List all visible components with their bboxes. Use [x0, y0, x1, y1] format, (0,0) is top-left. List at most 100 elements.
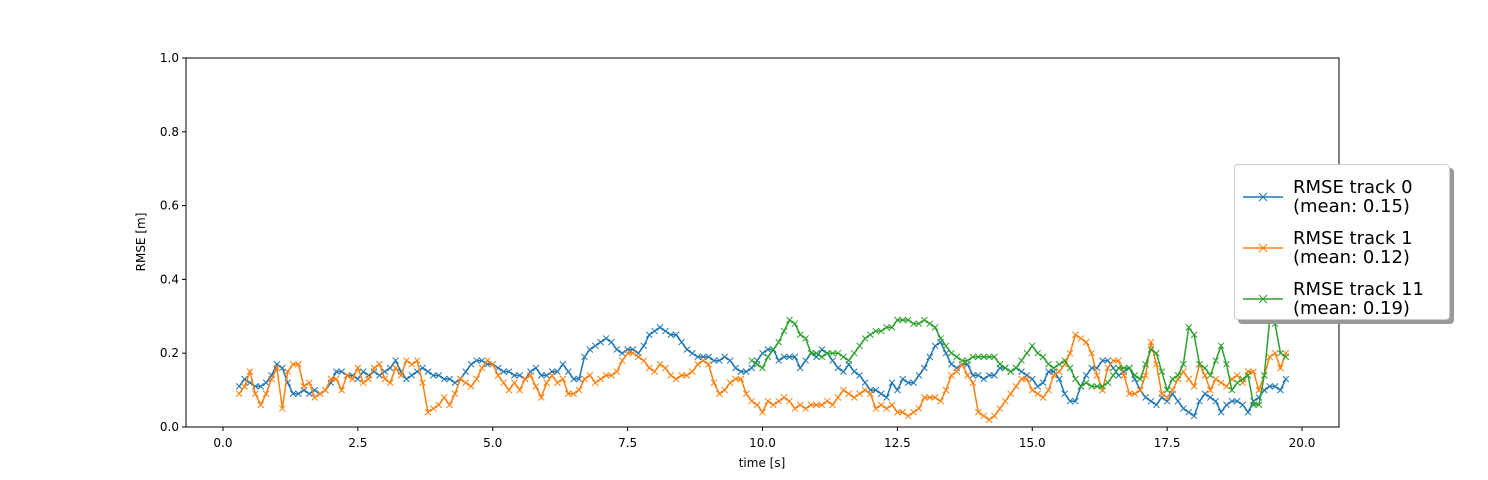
marker	[1066, 364, 1074, 372]
marker	[235, 390, 243, 398]
marker	[894, 386, 901, 394]
marker	[305, 390, 313, 398]
marker	[268, 375, 275, 383]
marker	[1153, 401, 1160, 409]
y-tick-label: 0.8	[160, 125, 179, 139]
marker	[947, 371, 955, 379]
marker	[705, 360, 712, 368]
marker	[1277, 364, 1284, 372]
marker	[246, 368, 254, 376]
marker	[753, 360, 761, 368]
x-axis-label: time [s]	[739, 456, 786, 470]
marker	[732, 364, 739, 372]
marker	[974, 371, 982, 379]
marker	[1169, 386, 1176, 394]
marker	[1045, 368, 1052, 376]
marker	[813, 349, 820, 357]
marker	[435, 401, 443, 409]
marker	[462, 379, 470, 387]
marker	[694, 360, 702, 368]
marker	[457, 375, 464, 383]
marker	[904, 379, 912, 387]
marker	[726, 379, 734, 387]
marker	[764, 397, 772, 405]
marker	[430, 371, 437, 379]
marker	[1153, 349, 1160, 357]
marker	[1250, 401, 1257, 409]
marker	[1179, 405, 1187, 412]
marker	[1271, 349, 1279, 357]
x-tick-label: 10.0	[749, 436, 776, 450]
marker	[1072, 397, 1079, 405]
legend-swatch	[1243, 294, 1283, 303]
marker	[1099, 357, 1106, 364]
marker	[332, 375, 340, 383]
marker	[683, 346, 691, 353]
marker	[861, 379, 869, 387]
marker	[796, 331, 804, 339]
marker	[969, 353, 977, 361]
marker	[769, 346, 777, 353]
legend-entry: RMSE track 0 (mean: 0.15)	[1243, 171, 1441, 222]
marker	[1088, 349, 1095, 357]
legend-swatch	[1243, 243, 1283, 252]
marker	[521, 375, 529, 383]
marker	[921, 394, 928, 401]
marker	[1072, 331, 1079, 339]
marker	[958, 357, 966, 364]
marker	[1034, 383, 1042, 390]
marker	[818, 353, 826, 361]
marker	[1126, 390, 1133, 398]
marker	[1018, 375, 1025, 383]
marker	[467, 383, 475, 390]
marker	[894, 408, 901, 416]
marker	[845, 390, 853, 398]
marker	[289, 390, 297, 398]
marker	[985, 416, 993, 423]
marker	[1190, 412, 1198, 420]
marker	[1169, 375, 1176, 383]
marker	[861, 335, 869, 342]
marker	[840, 386, 847, 394]
marker	[424, 408, 432, 416]
marker	[338, 386, 346, 394]
marker	[1239, 401, 1247, 409]
marker	[1196, 360, 1203, 368]
marker	[376, 371, 383, 379]
marker	[1136, 375, 1144, 383]
legend-entry: RMSE track 1 (mean: 0.12)	[1243, 222, 1441, 273]
marker	[359, 368, 367, 376]
marker	[867, 390, 874, 398]
marker	[872, 327, 880, 335]
marker	[1260, 371, 1268, 379]
marker	[1271, 383, 1279, 390]
marker	[586, 346, 594, 353]
marker	[1163, 386, 1171, 394]
marker	[494, 371, 502, 379]
marker	[1093, 383, 1101, 390]
marker	[850, 394, 858, 401]
marker	[672, 331, 680, 339]
marker	[278, 364, 286, 372]
marker	[262, 379, 270, 387]
marker	[710, 379, 718, 387]
marker	[451, 390, 459, 398]
marker	[510, 379, 518, 387]
x-tick-label: 17.5	[1154, 436, 1181, 450]
marker	[947, 349, 955, 357]
marker	[829, 349, 836, 357]
marker	[753, 401, 761, 409]
marker	[554, 379, 561, 387]
marker	[1158, 368, 1166, 376]
marker	[1212, 357, 1220, 364]
marker	[500, 368, 507, 376]
marker	[1028, 386, 1036, 394]
marker	[1109, 364, 1117, 372]
marker	[1131, 371, 1139, 379]
marker	[278, 405, 286, 412]
marker	[699, 357, 707, 364]
marker	[791, 405, 799, 412]
marker	[635, 353, 642, 361]
marker	[802, 357, 810, 364]
marker	[1228, 397, 1236, 405]
